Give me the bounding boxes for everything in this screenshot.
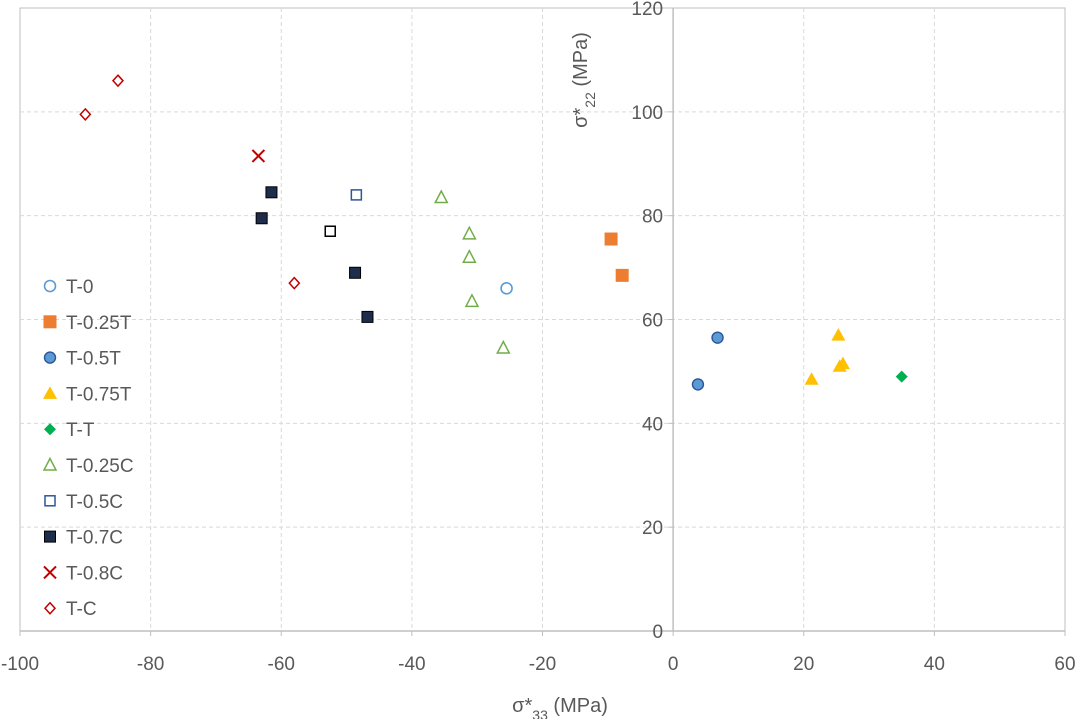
- data-point-t-0-25c: [462, 249, 477, 263]
- legend-marker-t-0: [43, 279, 57, 293]
- data-point-t-0-7c: [349, 266, 362, 279]
- legend-label: T-0.75T: [66, 384, 132, 405]
- y-tick-label: 40: [642, 414, 663, 435]
- x-tick-label: -60: [268, 654, 295, 675]
- legend-marker-t-t: [44, 423, 56, 436]
- data-point-t-0-25c: [496, 339, 511, 354]
- x-tick-label: -80: [137, 654, 164, 675]
- x-tick-label: 60: [1054, 654, 1075, 675]
- x-tick-label: -20: [529, 654, 556, 675]
- data-point-t-0-25c: [462, 225, 477, 240]
- data-point-t-0-7c-open: [324, 225, 336, 237]
- data-point-t-0-75t: [835, 356, 850, 370]
- data-point-t-0-7c: [255, 212, 268, 225]
- data-point-t-0-25t: [615, 268, 629, 282]
- legend-item-t-0-7c: T-0.7C: [44, 528, 123, 549]
- legend-item-t-0-25t: T-0.25T: [43, 313, 132, 334]
- data-point-t-0-25t: [604, 232, 618, 246]
- tick-labels: -100 -80 -60 -40 -20 0 20 40 60 0 20 40 60 80 100 120: [1, 0, 1076, 675]
- data-point-t-0-5c: [350, 189, 363, 201]
- legend: T-0 T-0.25T T-0.5T T-0.75T T-T T-0.25C T-0.5C T…: [42, 277, 134, 620]
- y-tick-label: 0: [653, 622, 664, 643]
- x-marker-stroke: [43, 565, 57, 580]
- legend-label: T-0: [66, 277, 93, 298]
- data-point-t-0-25c: [464, 293, 480, 308]
- legend-label: T-0.25T: [66, 313, 132, 334]
- data-point-t-0-8c: [251, 149, 266, 163]
- gridlines: [19, 7, 1066, 632]
- legend-item-t-0-5c: T-0.5C: [44, 492, 123, 513]
- y-axis-title-sub: 22: [582, 92, 598, 108]
- legend-item-t-t: T-T: [44, 420, 95, 441]
- legend-label: T-T: [66, 420, 95, 441]
- x-axis-title-unit: (MPa): [548, 695, 608, 717]
- legend-item-t-0-25c: T-0.25C: [42, 456, 134, 477]
- axes: [19, 7, 1066, 636]
- y-tick-label: 20: [642, 518, 663, 539]
- data-points: [79, 74, 908, 391]
- x-axis-title-sub: 33: [532, 707, 548, 719]
- y-tick-label: 120: [631, 0, 663, 20]
- legend-marker-t-c: [43, 601, 57, 615]
- legend-marker-t-0-5t: [43, 351, 57, 364]
- x-tick-label: 20: [793, 654, 814, 675]
- data-point-t-0-5t: [691, 378, 705, 391]
- x-axis-title: σ*33 (MPa): [512, 695, 608, 719]
- data-point-t-t: [895, 370, 908, 383]
- y-tick-label: 60: [642, 311, 663, 332]
- data-point-t-0-7c: [361, 310, 374, 323]
- legend-label: T-0.7C: [66, 528, 123, 549]
- x-axis-title-main: σ*: [512, 695, 532, 717]
- y-axis-title-unit: (MPa): [570, 32, 592, 92]
- y-axis-title: σ*22 (MPa): [570, 32, 598, 128]
- x-tick-label: 40: [924, 654, 945, 675]
- legend-label: T-0.5C: [66, 492, 123, 513]
- data-point-t-0-25c: [434, 189, 449, 204]
- data-point-t-c: [79, 107, 92, 122]
- data-point-t-c: [111, 74, 124, 88]
- legend-item-t-0-75t: T-0.75T: [43, 384, 132, 405]
- x-tick-label: -100: [1, 654, 39, 675]
- legend-marker-t-0-7c: [44, 530, 56, 543]
- x-tick-label: -40: [398, 654, 425, 675]
- legend-item-t-0-5t: T-0.5T: [43, 349, 121, 370]
- legend-item-t-0-8c: T-0.8C: [43, 563, 123, 584]
- legend-label: T-0.5T: [66, 349, 121, 370]
- legend-marker-t-0-25t: [43, 315, 57, 329]
- data-point-t-0-7c: [265, 186, 278, 199]
- data-point-t-0: [500, 282, 513, 295]
- y-axis-title-main: σ*: [570, 108, 592, 128]
- legend-label: T-0.8C: [66, 563, 123, 584]
- legend-marker-t-0-8c: [43, 565, 57, 580]
- data-point-t-0-5t: [711, 331, 724, 344]
- y-tick-label: 100: [631, 103, 663, 124]
- data-point-t-0-75t: [804, 372, 819, 385]
- x-tick-label: 0: [668, 654, 679, 675]
- legend-item-t-0: T-0: [43, 277, 93, 298]
- legend-item-t-c: T-C: [43, 599, 97, 620]
- data-point-t-c: [288, 276, 301, 290]
- legend-marker-t-0-5c: [44, 495, 56, 507]
- data-point-t-0-75t: [831, 328, 846, 341]
- y-tick-label: 80: [642, 207, 663, 228]
- legend-marker-t-0-75t: [43, 386, 57, 399]
- legend-label: T-0.25C: [66, 456, 134, 477]
- legend-marker-t-0-25c: [42, 456, 58, 471]
- legend-label: T-C: [66, 599, 97, 620]
- x-marker-stroke: [251, 149, 266, 163]
